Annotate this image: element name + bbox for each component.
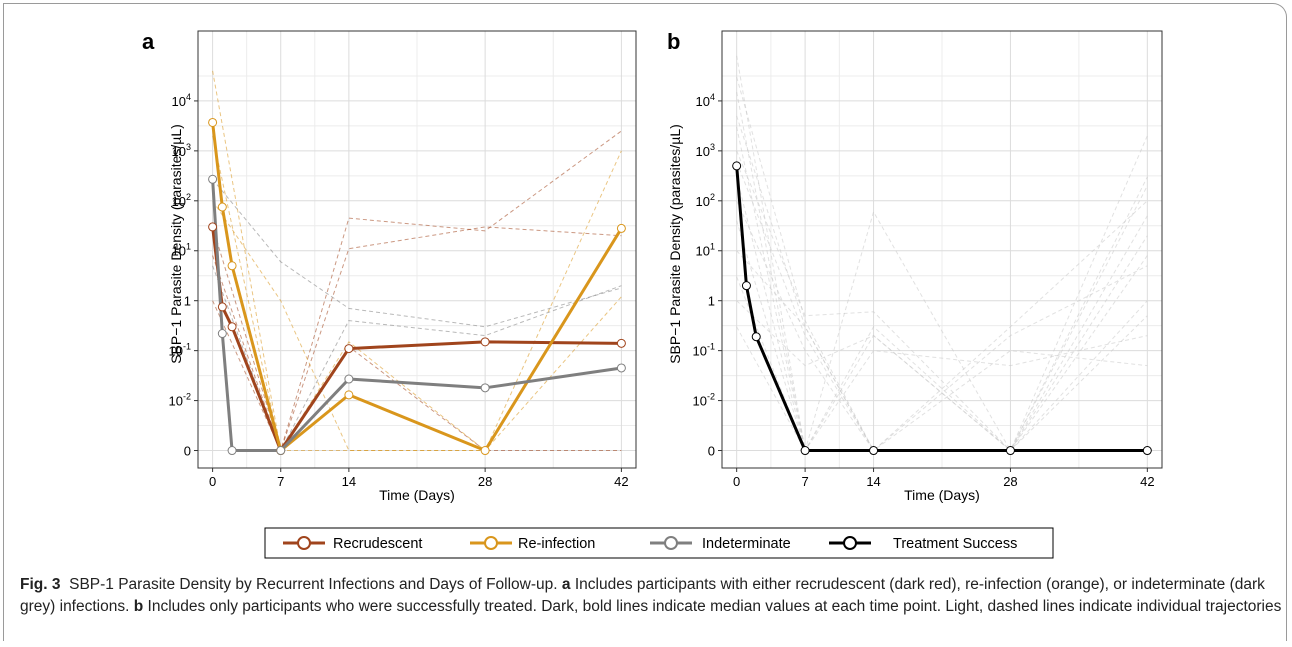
trajectory-line — [736, 255, 1148, 452]
trajectory-line — [212, 135, 622, 452]
y-tick-label: 10-2 — [169, 392, 191, 409]
y-tick-label: 101 — [172, 242, 191, 259]
legend-swatch-marker — [297, 536, 311, 550]
y-tick-label: 0 — [184, 444, 191, 459]
y-tick-label: 10-1 — [693, 342, 715, 359]
x-axis-label-b: Time (Days) — [904, 487, 980, 503]
data-point — [344, 390, 354, 400]
x-tick-label: 28 — [1003, 474, 1017, 489]
x-tick-label: 28 — [478, 474, 492, 489]
data-point — [227, 261, 237, 271]
x-tick-label: 42 — [1140, 474, 1154, 489]
data-point — [217, 202, 227, 212]
legend-label: Recrudescent — [333, 536, 422, 552]
y-tick-label: 102 — [172, 192, 191, 209]
legend-label: Treatment Success — [893, 536, 1017, 552]
y-tick-label: 103 — [172, 142, 191, 159]
caption-b-text: Includes only participants who were succ… — [147, 597, 1282, 615]
trajectory-line — [736, 200, 1148, 452]
data-point — [227, 446, 237, 456]
data-point — [344, 344, 354, 354]
x-tick-label: 0 — [733, 474, 740, 489]
legend-swatch-marker — [843, 536, 857, 550]
y-tick-label: 0 — [708, 444, 715, 459]
x-tick-label: 7 — [801, 474, 808, 489]
y-tick-label: 10-2 — [693, 392, 715, 409]
legend-swatch-marker — [664, 536, 678, 550]
data-point — [344, 374, 354, 384]
data-point — [480, 337, 490, 347]
caption-title: SBP-1 Parasite Density by Recurrent Infe… — [69, 576, 558, 593]
y-tick-label: 102 — [696, 192, 715, 209]
data-point — [732, 161, 742, 171]
panel-a: a 0 10-2 10-1 1 101 102 103 104 0 7 14 28 42 SBP−1 P… — [142, 29, 637, 503]
trajectory-line — [212, 130, 622, 453]
data-point — [800, 446, 810, 456]
data-point — [616, 363, 626, 373]
trajectory-line — [736, 215, 1148, 452]
trajectory-line — [212, 200, 622, 452]
plot-border — [721, 30, 1163, 469]
y-tick-label: 104 — [172, 92, 191, 109]
data-point — [208, 174, 218, 184]
data-point — [869, 446, 879, 456]
data-point — [217, 302, 227, 312]
figure-frame — [3, 3, 1287, 641]
y-tick-label: 101 — [696, 242, 715, 259]
y-tick-label: 104 — [696, 92, 715, 109]
x-tick-label: 0 — [209, 474, 216, 489]
y-tick-label: 103 — [696, 142, 715, 159]
caption-b-letter: b — [133, 597, 144, 615]
trajectory-line — [736, 176, 1148, 452]
trajectory-line — [736, 150, 1148, 452]
caption-a-text: Includes participants with either recrud… — [20, 576, 1265, 615]
trajectory-line — [212, 265, 622, 452]
x-tick-label: 7 — [277, 474, 284, 489]
x-tick-label: 42 — [614, 474, 628, 489]
data-point — [741, 281, 751, 291]
figure-caption: Fig. 3 SBP-1 Parasite Density by Recurre… — [20, 574, 1282, 617]
data-point — [751, 332, 761, 342]
x-tick-label: 14 — [342, 474, 356, 489]
data-point — [1142, 446, 1152, 456]
y-tick-label: 10-1 — [169, 342, 191, 359]
trajectory-line — [212, 226, 622, 453]
data-point — [208, 117, 218, 127]
y-axis-label-a: SBP−1 Parasite Density (parasites/µL) — [168, 124, 184, 364]
x-axis-label-a: Time (Days) — [379, 487, 455, 503]
data-point — [616, 223, 626, 233]
panel-a-letter: a — [142, 29, 155, 54]
x-tick-label: 14 — [866, 474, 880, 489]
plot-border — [197, 30, 637, 469]
data-point — [1005, 446, 1015, 456]
y-tick-label: 1 — [184, 294, 191, 309]
legend-label: Re-infection — [518, 536, 595, 552]
trajectory-line — [212, 178, 622, 328]
legend-label: Indeterminate — [702, 536, 791, 552]
panel-b-letter: b — [667, 29, 680, 54]
trajectory-line — [736, 115, 1148, 452]
legend: Recrudescent Re-infection Indeterminate Tre… — [264, 527, 1054, 559]
plot-area-a: 0 10-2 10-1 1 101 102 103 104 0 7 14 28 42 — [169, 30, 637, 489]
caption-a-letter: a — [561, 576, 571, 593]
data-point — [227, 322, 237, 332]
panel-b: b 0 10-2 10-1 1 101 102 103 104 0 7 14 28 42 SBP−1 P… — [667, 29, 1163, 503]
data-point — [616, 338, 626, 348]
data-point — [276, 446, 286, 456]
data-point — [480, 383, 490, 393]
data-point — [480, 446, 490, 456]
data-point — [217, 329, 227, 339]
y-tick-label: 1 — [708, 294, 715, 309]
caption-label: Fig. 3 — [20, 576, 61, 593]
data-point — [208, 222, 218, 232]
y-axis-label-b: SBP−1 Parasite Density (parasites/µL) — [667, 124, 683, 364]
legend-swatch-marker — [484, 536, 498, 550]
trajectory-line — [736, 220, 1148, 452]
plot-area-b: 0 10-2 10-1 1 101 102 103 104 0 7 14 28 42 — [693, 30, 1163, 489]
trajectory-line — [736, 185, 1148, 452]
